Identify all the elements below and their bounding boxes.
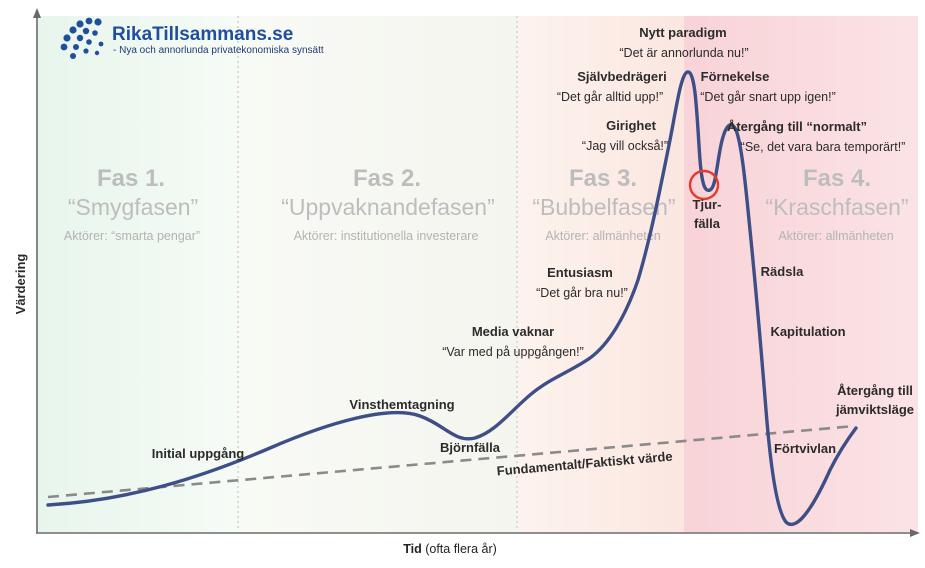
label-new-paradigm-title: Nytt paradigm xyxy=(639,25,726,40)
phase-4-background xyxy=(684,16,918,532)
phase-1-actors: Aktörer: “smarta pengar” xyxy=(64,229,200,243)
phase-1-name: “Smygfasen” xyxy=(68,194,198,220)
x-axis-label: Tid (ofta flera år) xyxy=(403,542,497,556)
y-axis-arrow xyxy=(33,8,41,18)
label-equilibrium-line1: Återgång till xyxy=(837,383,913,398)
bull-trap-marker xyxy=(688,169,720,201)
label-enthusiasm-quote: “Det går bra nu!” xyxy=(536,286,628,300)
logo-title: RikaTillsammans.se xyxy=(112,24,293,45)
phase-2-number: Fas 2. xyxy=(353,165,421,192)
x-axis-arrow xyxy=(910,529,920,537)
logo-subtitle: - Nya och annorlunda privatekonomiska sy… xyxy=(113,45,324,56)
x-axis-label-note: (ofta flera år) xyxy=(422,542,497,556)
phase-3-background xyxy=(517,16,684,532)
label-capitulation: Kapitulation xyxy=(770,324,845,339)
label-return-normal-quote: “Se, det vara bara temporärt!” xyxy=(741,140,906,154)
label-profit-taking: Vinsthemtagning xyxy=(349,397,454,412)
label-despair: Förtvivlan xyxy=(774,441,836,456)
fundamental-value-line xyxy=(47,424,856,499)
label-greed-title: Girighet xyxy=(606,118,657,133)
logo-dots-icon xyxy=(60,17,104,59)
phase-3-actors: Aktörer: allmänheten xyxy=(545,229,660,243)
market-cycle-curve xyxy=(46,70,858,526)
label-denial-title: Förnekelse xyxy=(701,69,770,84)
label-initial-rise: Initial uppgång xyxy=(152,446,244,461)
phase-4-name: “Kraschfasen” xyxy=(765,194,908,220)
label-return-normal-title: Återgång till “normalt” xyxy=(727,119,867,134)
label-fear: Rädsla xyxy=(761,264,804,279)
phase-3-number: Fas 3. xyxy=(569,165,637,192)
logo: RikaTillsammans.se - Nya och annorlunda … xyxy=(60,17,324,59)
label-greed-quote: “Jag vill också!” xyxy=(582,139,668,153)
label-enthusiasm-title: Entusiasm xyxy=(547,265,613,280)
y-axis-label: Värdering xyxy=(13,254,28,315)
label-equilibrium-line2: jämviktsläge xyxy=(835,402,914,417)
label-bear-trap: Björnfälla xyxy=(440,440,501,455)
phase-1-number: Fas 1. xyxy=(97,165,165,192)
phase-2-actors: Aktörer: institutionella investerare xyxy=(294,229,479,243)
phase-2-name: “Uppvaknandefasen” xyxy=(281,194,495,220)
label-bull-trap-line1: Tjur- xyxy=(693,197,722,212)
phase-4-actors: Aktörer: allmänheten xyxy=(778,229,893,243)
phase-4-number: Fas 4. xyxy=(803,165,871,192)
phase-3-name: “Bubbelfasen” xyxy=(532,194,675,220)
label-media-quote: “Var med på uppgången!” xyxy=(442,345,584,359)
phase-1-background xyxy=(37,16,238,532)
x-axis-label-main: Tid xyxy=(403,542,422,556)
label-bull-trap-line2: fälla xyxy=(694,216,721,231)
phase-2-background xyxy=(238,16,517,532)
label-delusion-title: Självbedrägeri xyxy=(577,69,667,84)
label-new-paradigm-quote: “Det är annorlunda nu!” xyxy=(619,46,748,60)
label-media-title: Media vaknar xyxy=(472,324,554,339)
label-denial-quote: “Det går snart upp igen!” xyxy=(700,90,836,104)
label-delusion-quote: “Det går alltid upp!” xyxy=(557,90,663,104)
